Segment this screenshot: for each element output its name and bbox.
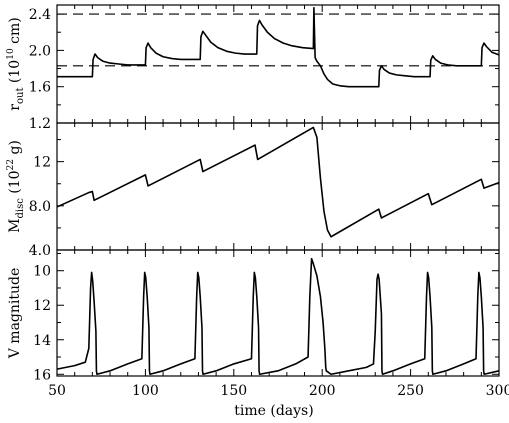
y-tick-label: 16	[33, 367, 51, 383]
series-line-V_mag	[56, 257, 500, 376]
y-axis-label: Mdisc (1022 g)	[6, 140, 26, 233]
x-tick-label: 300	[486, 383, 509, 399]
y-tick-label: 12	[33, 155, 51, 171]
y-tick-label: 1.2	[29, 116, 51, 132]
y-axis-label: rout (1010 cm)	[6, 17, 26, 110]
y-tick-label: 2.0	[29, 43, 51, 59]
series-line-M_disc	[56, 126, 500, 238]
y-tick-label: 12	[33, 298, 51, 314]
y-tick-label: 14	[33, 333, 51, 349]
x-tick-label: 50	[48, 383, 66, 399]
y-tick-label: 4.0	[29, 243, 51, 259]
y-axis-label: V magnitude	[7, 268, 23, 360]
y-tick-label: 2.4	[29, 7, 51, 23]
panel-frame	[56, 249, 500, 377]
x-tick-label: 250	[397, 383, 424, 399]
y-tick-label: 1.6	[29, 80, 51, 96]
series-line-r_out	[57, 6, 500, 88]
panel-V_mag: 10 12 14 16 V magnitude	[7, 249, 500, 383]
x-tick-label: 100	[132, 383, 159, 399]
x-axis-label: time (days)	[234, 403, 313, 419]
y-tick-label: 8.0	[29, 199, 51, 215]
panel-M_disc: 4.0 8.0 12 Mdisc (1022 g)	[6, 122, 500, 259]
x-tick-label: 200	[309, 383, 336, 399]
y-tick-label: 10	[33, 264, 51, 280]
x-tick-label: 150	[220, 383, 247, 399]
